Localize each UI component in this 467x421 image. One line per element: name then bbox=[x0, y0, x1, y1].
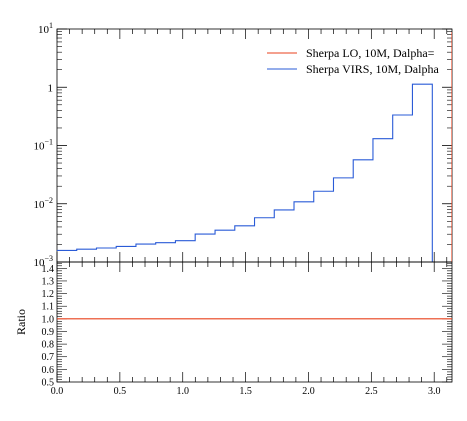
x-ticks-ratio bbox=[56, 262, 448, 382]
x-tick-label: 0.5 bbox=[114, 386, 127, 397]
ratio-axis-label: Ratio bbox=[14, 309, 28, 335]
x-tick-label: 2.0 bbox=[302, 386, 315, 397]
legend-label: Sherpa LO, 10M, Dalpha= bbox=[306, 46, 435, 60]
ratio-tick-label: 1.2 bbox=[42, 289, 55, 300]
ratio-frame bbox=[56, 261, 453, 383]
ratio-tick-label: 1.0 bbox=[42, 314, 55, 325]
ratio-tick-label: 0.8 bbox=[42, 340, 55, 351]
x-ticks bbox=[56, 29, 448, 262]
legend: Sherpa LO, 10M, Dalpha= Sherpa VIRS, 10M,… bbox=[267, 46, 439, 76]
series-group bbox=[57, 31, 452, 262]
x-tick-label: 2.5 bbox=[365, 386, 378, 397]
y-tick-label: 101 bbox=[38, 21, 53, 36]
ratio-tick-label: 1.1 bbox=[42, 302, 55, 313]
y-tick-label: 1 bbox=[48, 82, 54, 94]
series-virs-line bbox=[57, 83, 433, 262]
ratio-tick-label: 0.5 bbox=[42, 378, 55, 389]
ratio-tick-label: 1.4 bbox=[42, 264, 55, 275]
x-tick-label: 0.0 bbox=[51, 386, 64, 397]
y-tick-label: 10−2 bbox=[33, 196, 53, 211]
ratio-tick-label: 0.7 bbox=[42, 352, 55, 363]
ratio-tick-label: 0.9 bbox=[42, 327, 55, 338]
y-tick-label: 10−1 bbox=[33, 138, 53, 153]
legend-label: Sherpa VIRS, 10M, Dalpha bbox=[306, 62, 439, 76]
ratio-tick-label: 0.6 bbox=[42, 365, 55, 376]
ratio-panel: 0.0 0.5 1.0 1.5 2.0 2.5 3.01.41.31.21.11.00.90… bbox=[14, 261, 453, 397]
ratio-tick-label: 1.3 bbox=[42, 276, 55, 287]
x-tick-label: 1.5 bbox=[239, 386, 252, 397]
main-minor-ticks bbox=[57, 31, 452, 245]
x-tick-label: 3.0 bbox=[428, 386, 441, 397]
x-tick-label: 1.0 bbox=[176, 386, 189, 397]
